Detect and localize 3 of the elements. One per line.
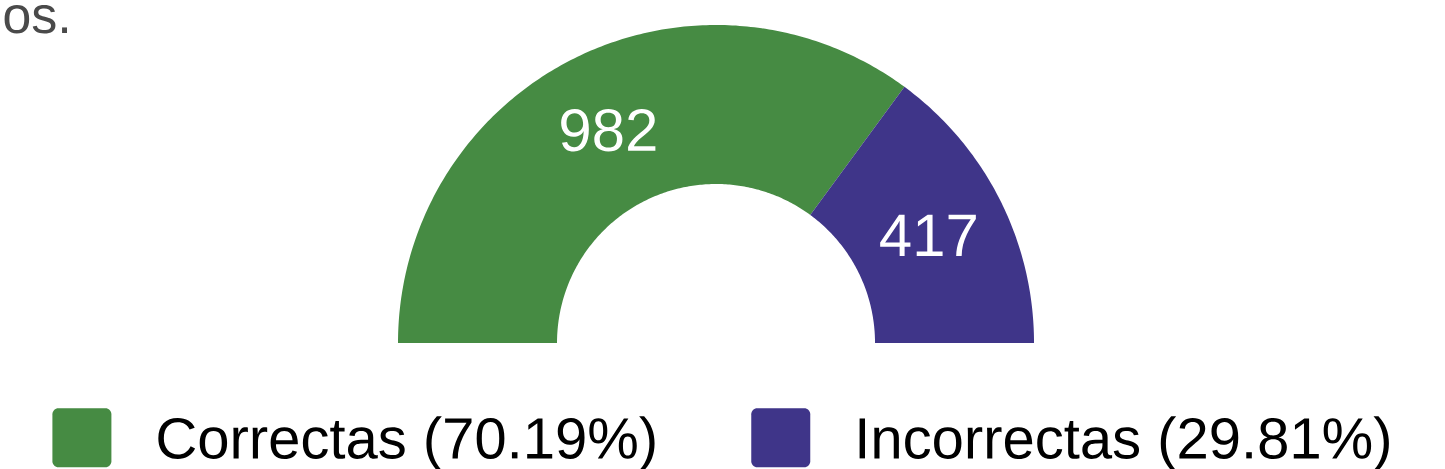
data-label: 982 (561, 108, 656, 152)
chart-title: os. (4, 5, 67, 34)
data-label: 417 (880, 214, 976, 257)
